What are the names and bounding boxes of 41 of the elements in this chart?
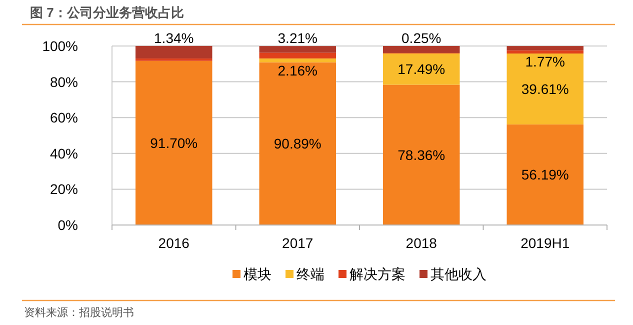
bar: [136, 58, 212, 61]
y-tick-label: 20%: [50, 181, 78, 198]
data-label: 3.21%: [278, 30, 318, 46]
bar: [259, 58, 336, 62]
bar: [506, 50, 584, 54]
data-label: 1.34%: [154, 30, 194, 46]
legend-label: 终端: [296, 266, 324, 282]
bar: [383, 84, 460, 225]
legend-label: 解决方案: [350, 266, 406, 282]
y-tick-label: 60%: [50, 110, 78, 126]
bar: [383, 53, 460, 85]
chart-title: 图 7：公司分业务营收占比: [30, 5, 184, 20]
data-label: 2.16%: [278, 62, 318, 78]
data-label: 56.19%: [521, 166, 569, 183]
legend-label: 模块: [244, 266, 272, 282]
x-tick-label: 2016: [158, 235, 190, 251]
data-label: 90.89%: [274, 136, 322, 152]
text: 资料来源：招股说明书: [24, 306, 134, 319]
bar: [506, 46, 584, 50]
bar: [506, 54, 584, 124]
data-label: 1.77%: [525, 54, 565, 70]
bar: [259, 46, 336, 53]
bar: [259, 62, 336, 225]
bar: [506, 124, 584, 225]
bar: [259, 52, 336, 58]
bar: [136, 60, 212, 225]
data-label: 17.49%: [398, 61, 446, 78]
y-tick-label: 100%: [42, 38, 78, 54]
bar: [383, 46, 460, 53]
y-tick-label: 80%: [50, 74, 78, 90]
legend-label: 其他收入: [430, 266, 486, 282]
data-label: 0.25%: [402, 30, 442, 46]
x-tick-label: 2017: [282, 235, 314, 251]
y-tick-label: 40%: [50, 145, 78, 162]
bar: [136, 46, 212, 58]
data-label: 39.61%: [521, 80, 569, 97]
x-tick-label: 2018: [406, 235, 438, 251]
x-tick-label: 2019H1: [520, 235, 570, 251]
y-tick-label: 0%: [58, 217, 78, 233]
data-label: 91.70%: [150, 134, 198, 151]
data-label: 78.36%: [398, 146, 446, 163]
